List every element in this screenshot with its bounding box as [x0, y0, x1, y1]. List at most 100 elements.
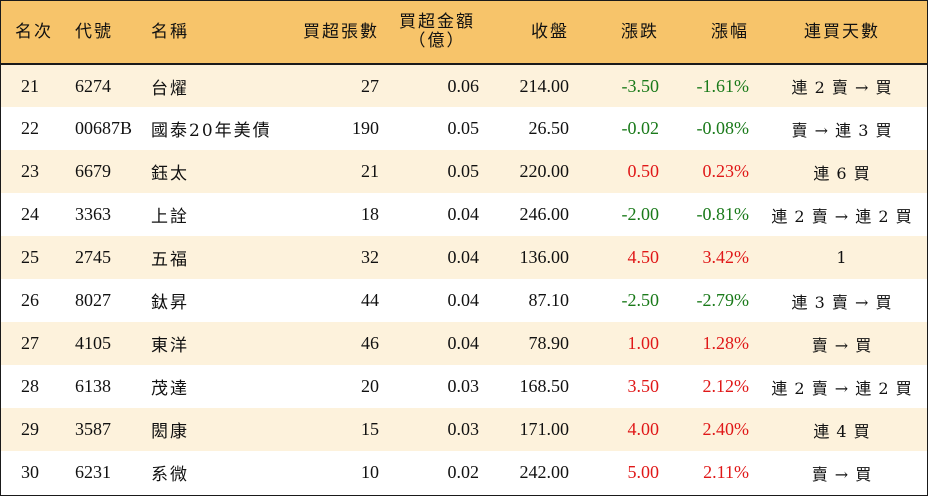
cell-net-shares: 21: [361, 161, 379, 181]
cell-code: 6274: [75, 75, 111, 96]
cell-streak: 賣 → 連 3 買: [791, 120, 893, 140]
cell-change-pct: 0.23%: [702, 161, 750, 181]
cell-change-pct: 2.11%: [703, 462, 749, 482]
cell-code: 8027: [75, 290, 111, 310]
header-change[interactable]: 漲跌: [577, 1, 667, 65]
table-body: 21 6274 台燿 27 0.06 214.00 -3.50 -1.61% 連 2 賣 → 買…: [1, 64, 927, 494]
table-header-row: 名次 代號 名稱 買超張數 買超金額 （億） 收盤 漲跌 漲幅 連買天數: [1, 1, 927, 65]
cell-net-shares: 27: [361, 75, 379, 96]
cell-rank: 25: [21, 247, 39, 267]
cell-code: 4105: [75, 333, 111, 353]
table-row[interactable]: 30 6231 系微 10 0.02 242.00 5.00 2.11% 賣 → 買: [1, 451, 927, 494]
header-rank[interactable]: 名次: [1, 1, 67, 65]
cell-net-shares: 18: [361, 204, 379, 224]
cell-net-shares: 10: [361, 462, 379, 482]
cell-close: 136.00: [519, 247, 570, 267]
cell-rank: 26: [21, 290, 39, 310]
cell-change-pct: -1.61%: [696, 75, 750, 96]
cell-net-amount: 0.06: [447, 75, 480, 96]
header-change-pct[interactable]: 漲幅: [667, 1, 757, 65]
cell-change-pct: -0.81%: [696, 204, 750, 224]
cell-change: 0.50: [627, 161, 660, 181]
cell-net-shares: 190: [352, 118, 379, 138]
cell-name: 上詮: [151, 207, 189, 227]
table-row[interactable]: 26 8027 鈦昇 44 0.04 87.10 -2.50 -2.79% 連 3 賣 → 買: [1, 279, 927, 322]
cell-close: 242.00: [519, 462, 570, 482]
cell-change: -2.00: [621, 204, 660, 224]
cell-name: 台燿: [151, 78, 189, 99]
cell-net-amount: 0.04: [447, 204, 480, 224]
cell-streak: 連 6 買: [813, 163, 871, 183]
cell-net-shares: 20: [361, 376, 379, 396]
cell-code: 6138: [75, 376, 111, 396]
cell-net-amount: 0.03: [447, 376, 480, 396]
cell-net-shares: 15: [361, 419, 379, 439]
cell-net-shares: 32: [361, 247, 379, 267]
cell-rank: 23: [21, 161, 39, 181]
table-row[interactable]: 24 3363 上詮 18 0.04 246.00 -2.00 -0.81% 連 2 賣 → 連…: [1, 193, 927, 236]
cell-name: 鈺太: [151, 164, 189, 184]
cell-close: 220.00: [519, 161, 570, 181]
header-streak[interactable]: 連買天數: [757, 1, 927, 65]
cell-rank: 24: [21, 204, 39, 224]
cell-code: 2745: [75, 247, 111, 267]
cell-name: 五福: [151, 250, 189, 270]
header-name[interactable]: 名稱: [143, 1, 281, 65]
table-row[interactable]: 27 4105 東洋 46 0.04 78.90 1.00 1.28% 賣 → 買: [1, 322, 927, 365]
cell-change: -2.50: [621, 290, 660, 310]
header-net-shares[interactable]: 買超張數: [281, 1, 387, 65]
cell-code: 00687B: [75, 118, 133, 138]
cell-net-amount: 0.04: [447, 333, 480, 353]
table-row[interactable]: 23 6679 鈺太 21 0.05 220.00 0.50 0.23% 連 6 買: [1, 150, 927, 193]
cell-code: 6679: [75, 161, 111, 181]
cell-change: 3.50: [627, 376, 660, 396]
cell-net-amount: 0.05: [447, 161, 480, 181]
cell-name: 閎康: [151, 422, 189, 442]
cell-rank: 28: [21, 376, 39, 396]
cell-change-pct: 3.42%: [702, 247, 750, 267]
cell-net-amount: 0.02: [447, 462, 480, 482]
cell-change: 4.50: [627, 247, 660, 267]
header-net-amount[interactable]: 買超金額 （億）: [387, 1, 487, 65]
cell-change-pct: 1.28%: [702, 333, 750, 353]
cell-change: 4.00: [627, 419, 660, 439]
header-close[interactable]: 收盤: [487, 1, 577, 65]
cell-change: -0.02: [621, 118, 660, 138]
cell-rank: 30: [21, 462, 39, 482]
table-row[interactable]: 25 2745 五福 32 0.04 136.00 4.50 3.42% 1: [1, 236, 927, 279]
cell-change-pct: 2.40%: [702, 419, 750, 439]
cell-streak: 連 2 賣 → 買: [791, 78, 893, 97]
cell-change-pct: -2.79%: [696, 290, 750, 310]
cell-change-pct: -0.08%: [696, 118, 750, 138]
table-row[interactable]: 21 6274 台燿 27 0.06 214.00 -3.50 -1.61% 連 2 賣 → 買: [1, 64, 927, 107]
cell-streak: 賣 → 買: [811, 335, 873, 355]
cell-close: 214.00: [519, 75, 570, 96]
table-row[interactable]: 22 00687B 國泰20年美債 190 0.05 26.50 -0.02 -0.08% 賣 …: [1, 107, 927, 150]
cell-close: 78.90: [528, 333, 570, 353]
cell-net-amount: 0.04: [447, 290, 480, 310]
cell-close: 87.10: [528, 290, 570, 310]
cell-net-amount: 0.04: [447, 247, 480, 267]
table-row[interactable]: 28 6138 茂達 20 0.03 168.50 3.50 2.12% 連 2 賣 → 連 2…: [1, 365, 927, 408]
cell-close: 168.50: [519, 376, 570, 396]
cell-rank: 22: [21, 118, 39, 138]
cell-change: -3.50: [621, 75, 660, 96]
cell-change-pct: 2.12%: [702, 376, 750, 396]
header-net-amount-label: 買超金額: [399, 12, 475, 32]
cell-streak: 連 2 賣 → 連 2 買: [771, 206, 913, 226]
cell-streak: 連 2 賣 → 連 2 買: [771, 378, 913, 398]
cell-change: 1.00: [627, 333, 660, 353]
cell-streak: 賣 → 買: [811, 464, 873, 484]
cell-rank: 21: [21, 75, 39, 96]
header-code[interactable]: 代號: [67, 1, 143, 65]
cell-code: 6231: [75, 462, 111, 482]
header-net-amount-unit: （億）: [408, 31, 466, 51]
table-row[interactable]: 29 3587 閎康 15 0.03 171.00 4.00 2.40% 連 4 買: [1, 408, 927, 451]
cell-name: 系微: [151, 465, 189, 485]
cell-net-amount: 0.03: [447, 419, 480, 439]
cell-net-shares: 44: [361, 290, 379, 310]
cell-name: 東洋: [151, 336, 189, 356]
cell-name: 國泰20年美債: [151, 121, 272, 141]
